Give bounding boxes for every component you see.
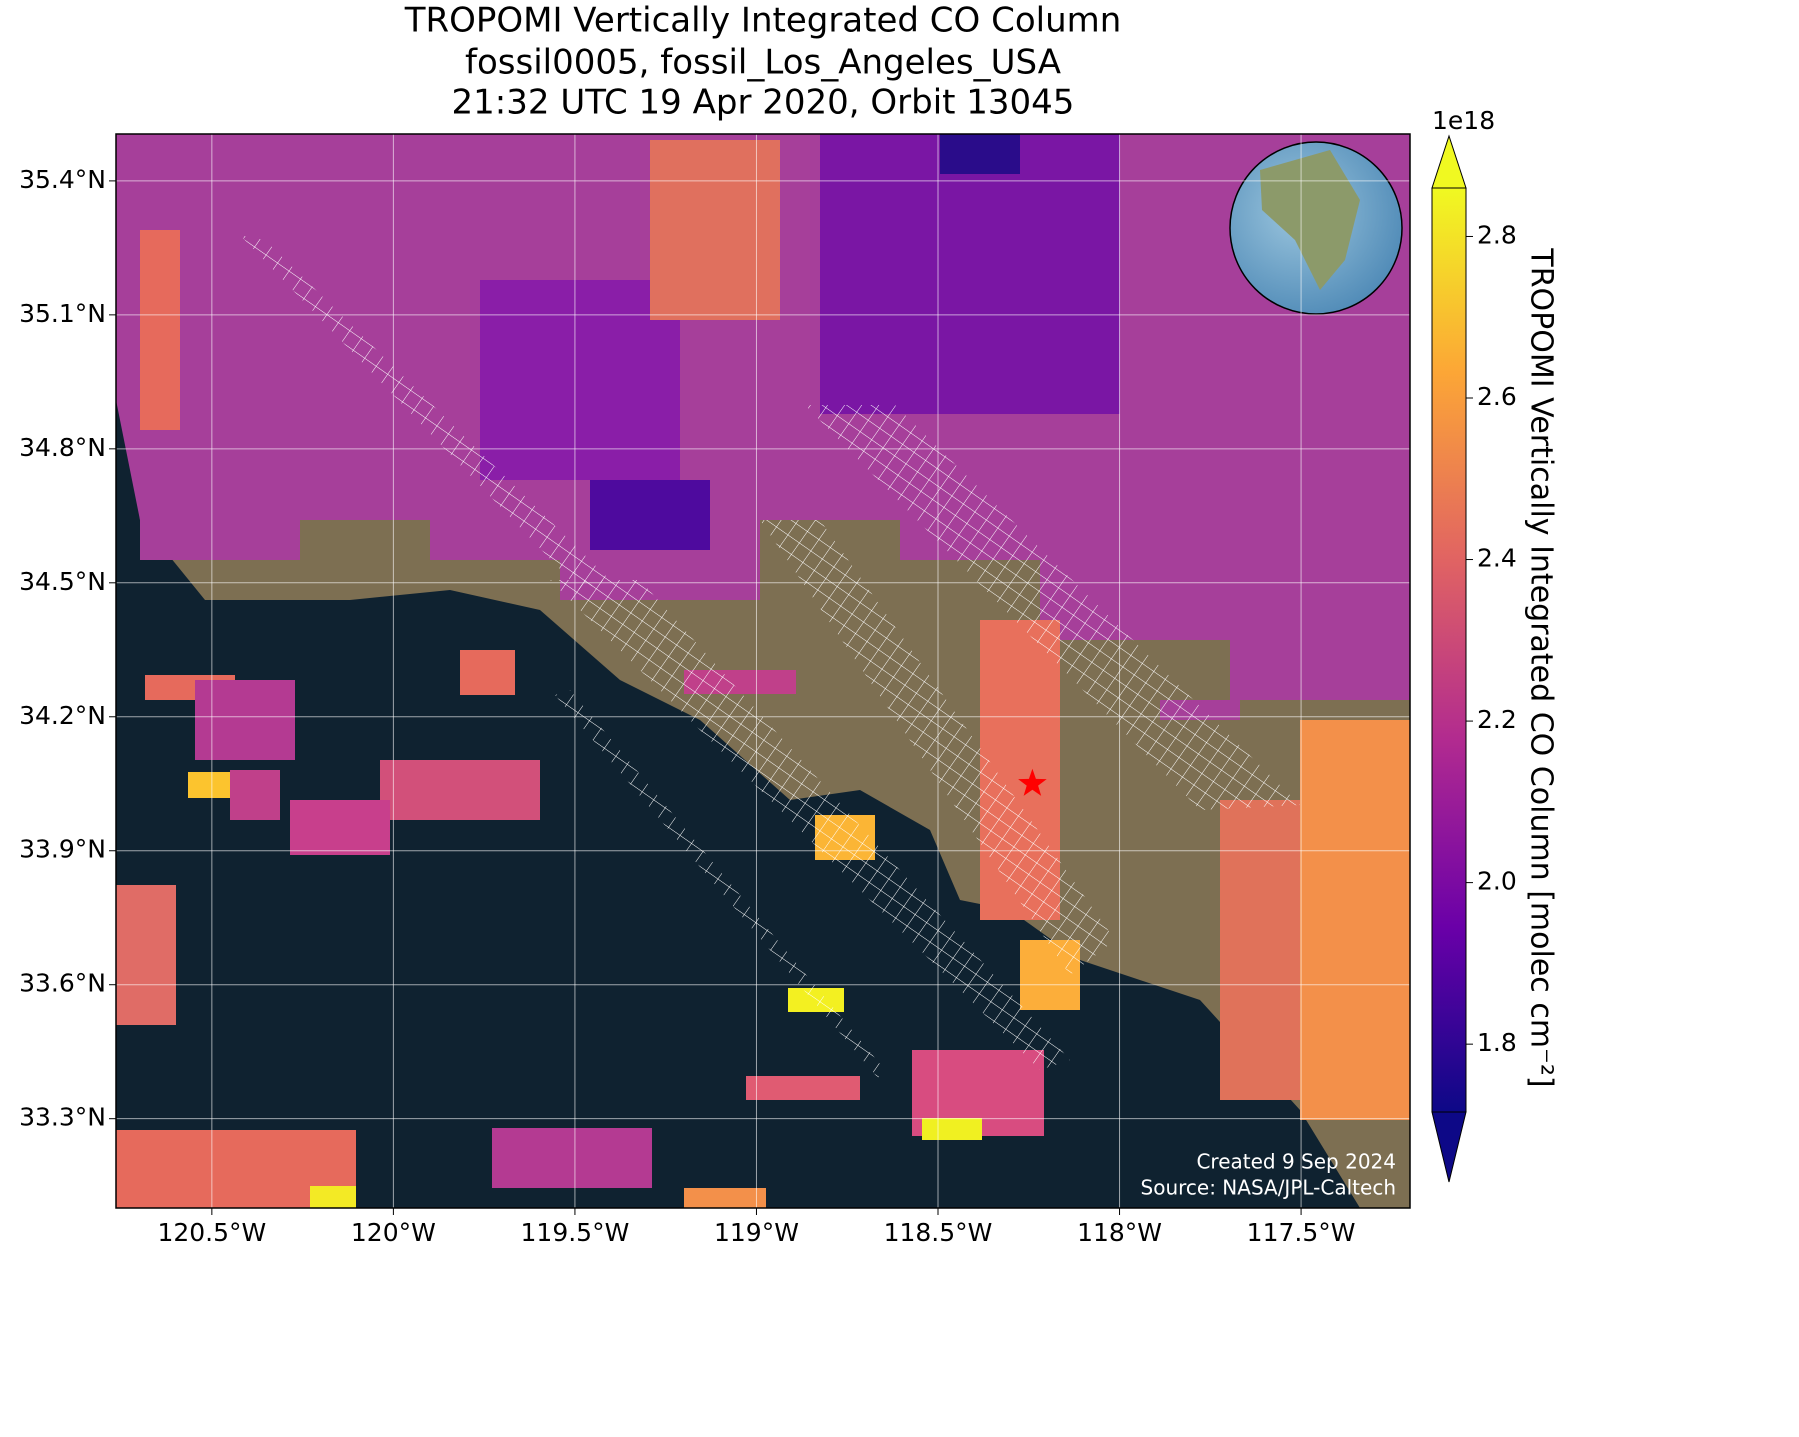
tile-patch xyxy=(922,1118,982,1140)
tile-patch xyxy=(380,760,540,820)
x-tick-label: 119°W xyxy=(714,1218,799,1247)
colorbar-extend xyxy=(1431,1111,1467,1183)
title-line: TROPOMI Vertically Integrated CO Column xyxy=(404,1,1122,41)
tile-patch xyxy=(116,885,176,1025)
map-area xyxy=(116,134,1410,1208)
colorbar-tick-label: 2.0 xyxy=(1477,867,1517,896)
colorbar-tick-label: 2.8 xyxy=(1477,220,1517,249)
title-line: 21:32 UTC 19 Apr 2020, Orbit 13045 xyxy=(452,83,1075,123)
inset-land xyxy=(1260,150,1360,290)
x-tick-label: 120.5°W xyxy=(157,1218,266,1247)
y-tick-label: 35.4°N xyxy=(19,165,106,194)
tile-patch xyxy=(230,770,280,820)
x-tick-label: 118°W xyxy=(1077,1218,1162,1247)
overpass-mesh xyxy=(805,405,1300,810)
tile-patch xyxy=(650,140,780,320)
site-marker xyxy=(1018,768,1047,796)
colorbar-tick-label: 2.2 xyxy=(1477,705,1517,734)
colorbar-tick-label: 2.6 xyxy=(1477,382,1517,411)
y-tick-label: 33.6°N xyxy=(19,969,106,998)
tile-patch xyxy=(290,800,390,855)
title-line: fossil0005, fossil_Los_Angeles_USA xyxy=(465,43,1061,83)
tile-patch xyxy=(310,1186,356,1208)
x-tick-label: 120°W xyxy=(351,1218,436,1247)
tile-patch xyxy=(820,134,1120,414)
x-tick-label: 118.5°W xyxy=(884,1218,993,1247)
overpass-mesh xyxy=(550,580,1070,1070)
tile-patch xyxy=(480,280,680,480)
y-tick-label: 33.3°N xyxy=(19,1103,106,1132)
colorbar xyxy=(1432,188,1466,1112)
tile-patch xyxy=(460,650,515,695)
tile-patch xyxy=(1220,800,1300,1100)
y-tick-label: 35.1°N xyxy=(19,299,106,328)
overpass-mesh xyxy=(760,520,1115,975)
colorbar-tick-label: 1.8 xyxy=(1477,1028,1517,1057)
y-tick-label: 33.9°N xyxy=(19,835,106,864)
colorbar-label: TROPOMI Vertically Integrated CO Column … xyxy=(1524,247,1559,1087)
tile-patch xyxy=(940,134,1020,174)
tile-patch xyxy=(1300,720,1410,1120)
y-tick-label: 34.2°N xyxy=(19,701,106,730)
tile-patch xyxy=(590,480,710,550)
credit: Created 9 Sep 2024 xyxy=(1196,1150,1396,1174)
colorbar-frame xyxy=(1431,187,1467,1113)
tile-patch xyxy=(492,1128,652,1188)
map-frame xyxy=(115,133,1411,1209)
colorbar-extend xyxy=(1431,134,1467,189)
grid xyxy=(116,134,1410,1208)
x-tick-label: 117.5°W xyxy=(1247,1218,1356,1247)
colorbar-tick-label: 2.4 xyxy=(1477,544,1517,573)
overpass-mesh xyxy=(240,235,610,590)
colorbar-offset: 1e18 xyxy=(1432,106,1495,135)
y-tick-label: 34.8°N xyxy=(19,433,106,462)
overpass-mesh xyxy=(555,690,885,1078)
tile-patch xyxy=(188,772,234,798)
tile-patch xyxy=(195,680,295,760)
tile-patch xyxy=(684,1188,766,1208)
tile-patch xyxy=(746,1076,860,1100)
credit: Source: NASA/JPL-Caltech xyxy=(1141,1176,1396,1200)
tile-patch xyxy=(140,230,180,430)
x-tick-label: 119.5°W xyxy=(521,1218,630,1247)
y-tick-label: 34.5°N xyxy=(19,567,106,596)
